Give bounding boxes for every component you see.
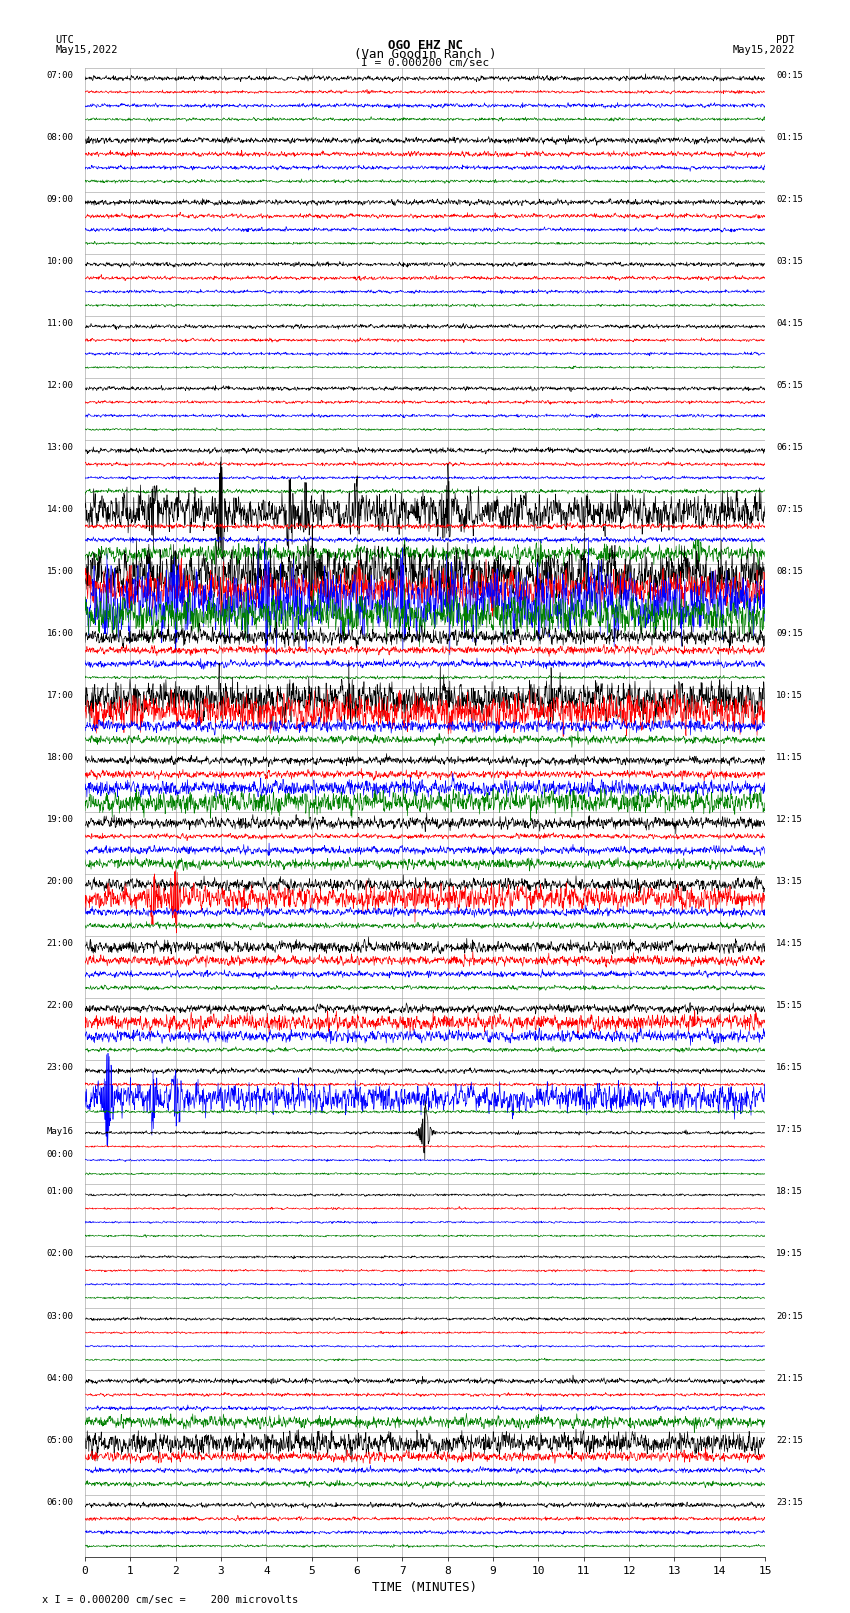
Text: 08:00: 08:00: [47, 132, 74, 142]
Text: 21:15: 21:15: [776, 1374, 803, 1382]
Text: I = 0.000200 cm/sec: I = 0.000200 cm/sec: [361, 58, 489, 68]
Text: 11:00: 11:00: [47, 319, 74, 327]
Text: 09:00: 09:00: [47, 195, 74, 203]
Text: 04:15: 04:15: [776, 319, 803, 327]
Text: 17:00: 17:00: [47, 692, 74, 700]
Text: 23:00: 23:00: [47, 1063, 74, 1073]
Text: May15,2022: May15,2022: [732, 45, 795, 55]
Text: 04:00: 04:00: [47, 1374, 74, 1382]
Text: May15,2022: May15,2022: [55, 45, 118, 55]
Text: 11:15: 11:15: [776, 753, 803, 763]
Text: (Van Goodin Ranch ): (Van Goodin Ranch ): [354, 48, 496, 61]
Text: 18:00: 18:00: [47, 753, 74, 763]
Text: 07:00: 07:00: [47, 71, 74, 81]
Text: 17:15: 17:15: [776, 1126, 803, 1134]
Text: 07:15: 07:15: [776, 505, 803, 515]
Text: 02:00: 02:00: [47, 1250, 74, 1258]
Text: 13:00: 13:00: [47, 444, 74, 452]
Text: 01:15: 01:15: [776, 132, 803, 142]
Text: 05:00: 05:00: [47, 1436, 74, 1445]
Text: 15:15: 15:15: [776, 1002, 803, 1010]
Text: OGO EHZ NC: OGO EHZ NC: [388, 39, 462, 52]
Text: 14:00: 14:00: [47, 505, 74, 515]
Text: 19:00: 19:00: [47, 815, 74, 824]
Text: May16: May16: [47, 1127, 74, 1136]
Text: 23:15: 23:15: [776, 1497, 803, 1507]
Text: 06:15: 06:15: [776, 444, 803, 452]
Text: 02:15: 02:15: [776, 195, 803, 203]
Text: 05:15: 05:15: [776, 381, 803, 390]
Text: 15:00: 15:00: [47, 568, 74, 576]
Text: PDT: PDT: [776, 35, 795, 45]
Text: 03:00: 03:00: [47, 1311, 74, 1321]
Text: 20:15: 20:15: [776, 1311, 803, 1321]
Text: 00:15: 00:15: [776, 71, 803, 81]
Text: 19:15: 19:15: [776, 1250, 803, 1258]
Text: 06:00: 06:00: [47, 1497, 74, 1507]
Text: 16:15: 16:15: [776, 1063, 803, 1073]
Text: 13:15: 13:15: [776, 877, 803, 886]
Text: 08:15: 08:15: [776, 568, 803, 576]
X-axis label: TIME (MINUTES): TIME (MINUTES): [372, 1581, 478, 1594]
Text: 22:15: 22:15: [776, 1436, 803, 1445]
Text: 12:00: 12:00: [47, 381, 74, 390]
Text: 18:15: 18:15: [776, 1187, 803, 1197]
Text: UTC: UTC: [55, 35, 74, 45]
Text: 01:00: 01:00: [47, 1187, 74, 1197]
Text: 10:15: 10:15: [776, 692, 803, 700]
Text: 14:15: 14:15: [776, 939, 803, 948]
Text: 20:00: 20:00: [47, 877, 74, 886]
Text: 12:15: 12:15: [776, 815, 803, 824]
Text: 00:00: 00:00: [47, 1150, 74, 1160]
Text: 03:15: 03:15: [776, 256, 803, 266]
Text: 22:00: 22:00: [47, 1002, 74, 1010]
Text: 16:00: 16:00: [47, 629, 74, 639]
Text: 09:15: 09:15: [776, 629, 803, 639]
Text: 10:00: 10:00: [47, 256, 74, 266]
Text: x I = 0.000200 cm/sec =    200 microvolts: x I = 0.000200 cm/sec = 200 microvolts: [42, 1595, 298, 1605]
Text: 21:00: 21:00: [47, 939, 74, 948]
